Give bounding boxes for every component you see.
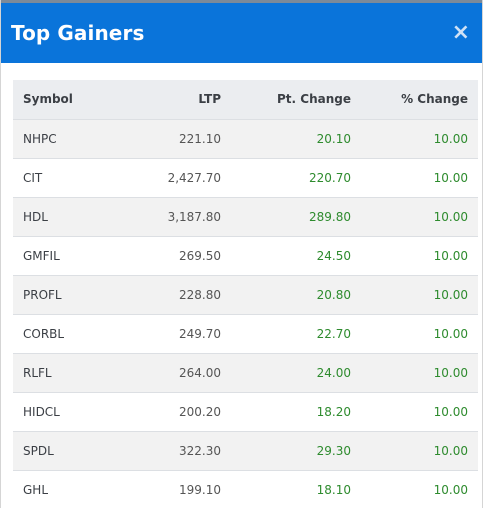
gainers-table: Symbol LTP Pt. Change % Change NHPC 221.… (13, 80, 478, 508)
cell-pct-change: 10.00 (433, 248, 468, 263)
cell-ltp: 200.20 (179, 404, 221, 419)
dialog-header: Top Gainers × (1, 0, 482, 63)
cell-pt-change: 20.80 (316, 287, 351, 302)
cell-pt-change: 24.00 (316, 365, 351, 380)
table-header: Symbol LTP Pt. Change % Change (13, 80, 478, 119)
column-header-pt-change[interactable]: Pt. Change (277, 92, 351, 107)
cell-pct-change: 10.00 (433, 131, 468, 146)
table-row[interactable]: CORBL 249.70 22.70 10.00 (13, 314, 478, 353)
cell-ltp: 322.30 (179, 443, 221, 458)
table-row[interactable]: GMFIL 269.50 24.50 10.00 (13, 236, 478, 275)
cell-symbol[interactable]: SPDL (23, 443, 54, 458)
table-row[interactable]: GHL 199.10 18.10 10.00 (13, 470, 478, 508)
cell-pct-change: 10.00 (433, 482, 468, 497)
cell-symbol[interactable]: GHL (23, 482, 49, 497)
cell-symbol[interactable]: GMFIL (23, 248, 60, 263)
cell-pct-change: 10.00 (433, 287, 468, 302)
cell-pt-change: 22.70 (316, 326, 351, 341)
column-header-ltp[interactable]: LTP (198, 92, 221, 107)
cell-pct-change: 10.00 (433, 365, 468, 380)
cell-symbol[interactable]: NHPC (23, 131, 57, 146)
cell-symbol[interactable]: CIT (23, 170, 43, 185)
table-body: NHPC 221.10 20.10 10.00 CIT 2,427.70 220… (13, 119, 478, 508)
cell-ltp: 199.10 (179, 482, 221, 497)
gainers-table-container: Symbol LTP Pt. Change % Change NHPC 221.… (13, 80, 478, 508)
cell-pt-change: 24.50 (316, 248, 351, 263)
cell-pct-change: 10.00 (433, 326, 468, 341)
table-row[interactable]: NHPC 221.10 20.10 10.00 (13, 119, 478, 158)
cell-ltp: 264.00 (179, 365, 221, 380)
cell-pct-change: 10.00 (433, 443, 468, 458)
column-header-pct-change[interactable]: % Change (401, 92, 468, 107)
table-row[interactable]: SPDL 322.30 29.30 10.00 (13, 431, 478, 470)
cell-ltp: 228.80 (179, 287, 221, 302)
table-row[interactable]: HDL 3,187.80 289.80 10.00 (13, 197, 478, 236)
cell-pt-change: 29.30 (316, 443, 351, 458)
cell-pct-change: 10.00 (433, 170, 468, 185)
column-header-symbol[interactable]: Symbol (23, 92, 73, 107)
cell-pt-change: 18.10 (316, 482, 351, 497)
cell-ltp: 249.70 (179, 326, 221, 341)
table-row[interactable]: HIDCL 200.20 18.20 10.00 (13, 392, 478, 431)
cell-symbol[interactable]: HDL (23, 209, 48, 224)
cell-ltp: 2,427.70 (167, 170, 221, 185)
table-row[interactable]: RLFL 264.00 24.00 10.00 (13, 353, 478, 392)
close-icon[interactable]: × (451, 20, 470, 45)
cell-symbol[interactable]: CORBL (23, 326, 65, 341)
cell-symbol[interactable]: RLFL (23, 365, 52, 380)
cell-pt-change: 289.80 (309, 209, 351, 224)
cell-ltp: 269.50 (179, 248, 221, 263)
cell-pct-change: 10.00 (433, 404, 468, 419)
cell-ltp: 221.10 (179, 131, 221, 146)
cell-symbol[interactable]: PROFL (23, 287, 62, 302)
cell-pct-change: 10.00 (433, 209, 468, 224)
table-header-row: Symbol LTP Pt. Change % Change (13, 80, 478, 119)
cell-symbol[interactable]: HIDCL (23, 404, 60, 419)
table-row[interactable]: CIT 2,427.70 220.70 10.00 (13, 158, 478, 197)
cell-ltp: 3,187.80 (167, 209, 221, 224)
cell-pt-change: 18.20 (316, 404, 351, 419)
table-row[interactable]: PROFL 228.80 20.80 10.00 (13, 275, 478, 314)
dialog-title: Top Gainers (11, 21, 145, 45)
cell-pt-change: 20.10 (316, 131, 351, 146)
cell-pt-change: 220.70 (309, 170, 351, 185)
